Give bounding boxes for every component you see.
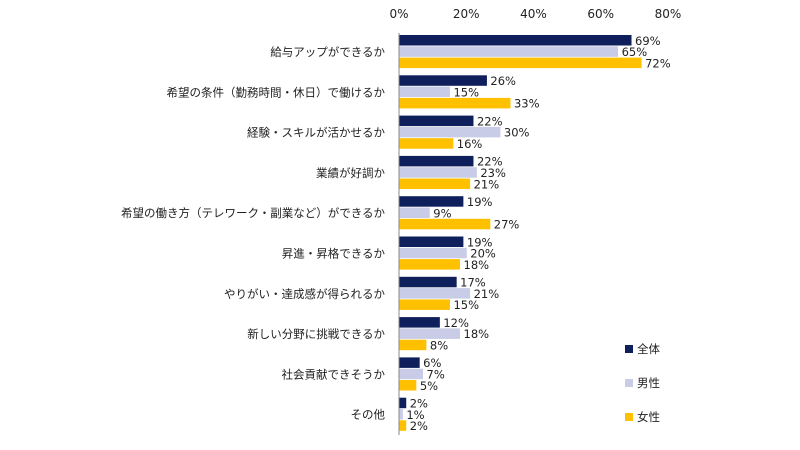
category-label: 社会貢献できそうか: [282, 367, 386, 381]
x-axis-ticks: 0% 20% 40% 60% 80%: [389, 7, 681, 21]
bar-女性: [399, 259, 461, 270]
bar-全体: [399, 236, 464, 247]
data-label: 18%: [464, 258, 490, 272]
data-label: 1%: [406, 408, 424, 422]
bar-全体: [399, 75, 487, 86]
legend-label: 男性: [637, 376, 660, 390]
legend-label: 全体: [637, 342, 660, 356]
x-tick-label: 0%: [389, 7, 408, 21]
category-label: 希望の条件（勤務時間・休日）で働けるか: [167, 85, 386, 99]
category-label: 希望の働き方（テレワーク・副業など）ができるか: [121, 206, 386, 220]
bar-男性: [399, 368, 424, 380]
data-labels: 69%65%72%26%15%33%22%30%16%22%23%21%19%9…: [406, 34, 670, 433]
bar-女性: [399, 218, 491, 230]
category-label: 新しい分野に挑戦できるか: [247, 327, 385, 341]
legend-swatch-男性: [625, 379, 633, 387]
data-label: 65%: [622, 45, 648, 59]
data-label: 69%: [635, 34, 661, 48]
data-label: 30%: [504, 126, 530, 140]
bar-女性: [399, 138, 454, 149]
category-labels: 給与アップができるか希望の条件（勤務時間・休日）で働けるか経験・スキルが活かせる…: [121, 45, 386, 422]
category-label: やりがい・達成感が得られるか: [224, 287, 385, 301]
category-label: 経験・スキルが活かせるか: [247, 126, 385, 140]
bar-男性: [399, 288, 471, 299]
data-label: 15%: [453, 298, 479, 312]
bar-女性: [399, 420, 407, 431]
data-label: 9%: [433, 206, 451, 220]
bar-男性: [399, 328, 461, 339]
data-label: 20%: [470, 247, 496, 261]
data-label: 5%: [420, 379, 438, 393]
data-label: 2%: [410, 397, 428, 411]
category-label: 業績が好調か: [316, 166, 385, 180]
bar-女性: [399, 178, 471, 189]
category-label: その他: [351, 408, 386, 422]
bar-男性: [399, 126, 501, 138]
x-tick-label: 40%: [520, 7, 547, 21]
data-label: 21%: [474, 287, 500, 301]
data-label: 6%: [423, 356, 441, 370]
bar-全体: [399, 317, 440, 328]
bar-全体: [399, 155, 474, 167]
bar-男性: [399, 409, 403, 420]
data-label: 15%: [453, 85, 479, 99]
data-label: 7%: [427, 368, 445, 382]
bar-男性: [399, 86, 450, 98]
bar-全体: [399, 35, 632, 46]
bar-女性: [399, 380, 417, 391]
data-label: 17%: [460, 276, 486, 290]
data-label: 23%: [480, 166, 506, 180]
data-label: 19%: [467, 235, 493, 249]
data-label: 27%: [494, 218, 520, 232]
bar-全体: [399, 115, 474, 127]
data-label: 22%: [477, 114, 503, 128]
bar-全体: [399, 357, 420, 368]
bar-全体: [399, 276, 457, 288]
data-label: 21%: [474, 177, 500, 191]
bars: [399, 35, 642, 431]
x-tick-label: 20%: [453, 7, 480, 21]
data-label: 18%: [464, 327, 490, 341]
bar-女性: [399, 97, 511, 109]
data-label: 22%: [477, 155, 503, 169]
bar-全体: [399, 397, 407, 409]
data-label: 19%: [467, 195, 493, 209]
data-label: 12%: [443, 316, 469, 330]
data-label: 72%: [645, 56, 671, 70]
data-label: 16%: [457, 137, 483, 151]
x-tick-label: 80%: [655, 7, 682, 21]
data-label: 26%: [490, 74, 516, 88]
bar-男性: [399, 207, 430, 218]
legend-swatch-女性: [625, 413, 633, 421]
bar-全体: [399, 196, 464, 207]
bar-女性: [399, 299, 450, 310]
category-label: 昇進・昇格できるか: [282, 246, 386, 260]
bar-女性: [399, 339, 427, 351]
x-tick-label: 60%: [587, 7, 614, 21]
bar-男性: [399, 46, 619, 57]
data-label: 8%: [430, 339, 448, 353]
bar-男性: [399, 167, 477, 178]
category-label: 給与アップができるか: [270, 45, 385, 59]
data-label: 33%: [514, 97, 540, 111]
bar-男性: [399, 247, 467, 259]
legend-label: 女性: [637, 410, 660, 424]
bar-女性: [399, 57, 642, 69]
legend-swatch-全体: [625, 345, 633, 353]
data-label: 2%: [410, 419, 428, 433]
